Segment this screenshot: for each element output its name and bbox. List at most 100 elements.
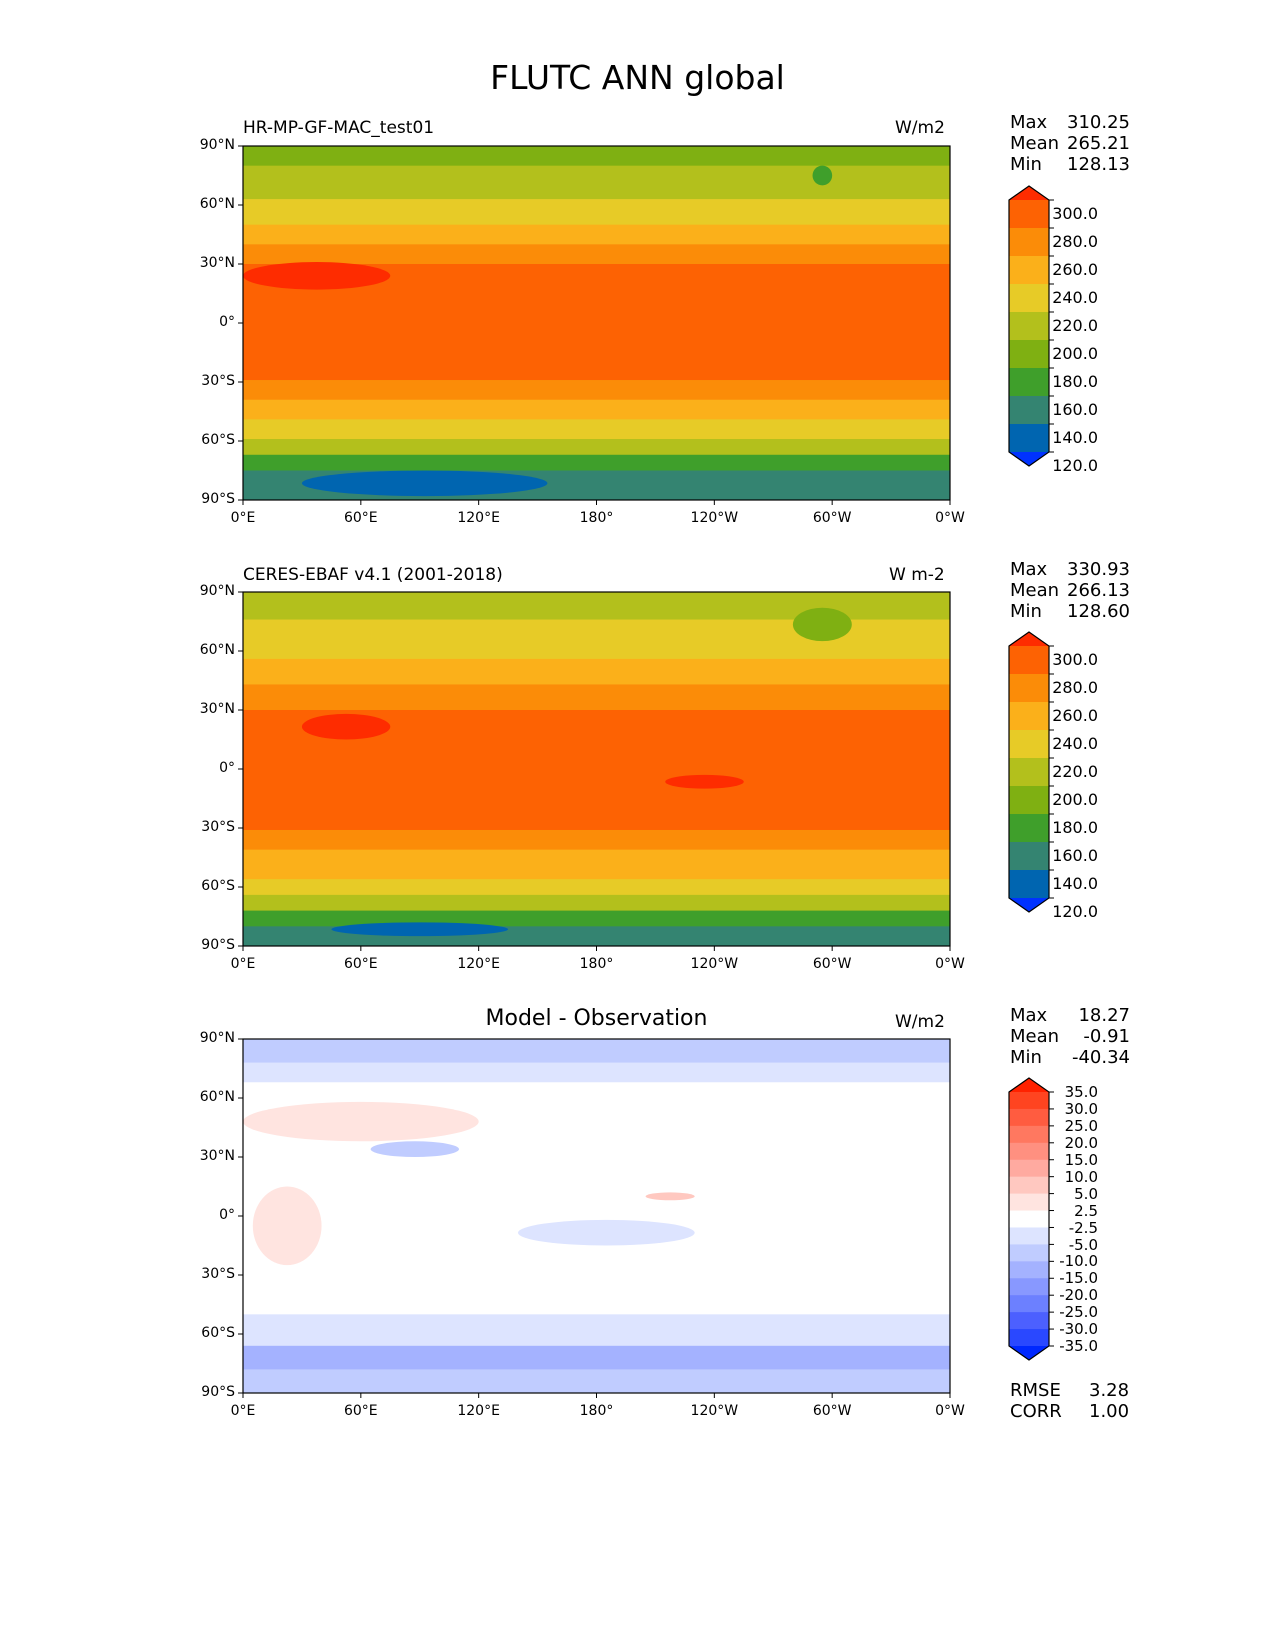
figure-title: FLUTC ANN global <box>490 58 785 97</box>
panel3-units: W/m2 <box>895 1012 945 1032</box>
zonal-band <box>243 1314 950 1331</box>
colorbar-label: -25.0 <box>1059 1303 1098 1322</box>
colorbar-label: 200.0 <box>1052 344 1098 363</box>
xtick-label: 0°W <box>935 510 965 526</box>
colorbar-segment <box>1009 674 1049 703</box>
colorbar-extend-min <box>1009 452 1049 466</box>
colorbar-label: 35.0 <box>1064 1083 1098 1102</box>
zonal-band <box>243 399 950 420</box>
data-patch <box>301 713 391 740</box>
xtick-label: 180° <box>579 510 614 526</box>
zonal-band <box>243 1039 950 1064</box>
stat-value: 330.93 <box>1067 559 1130 580</box>
colorbar-segment <box>1009 1193 1049 1212</box>
xtick-label: 60°W <box>812 956 852 972</box>
colorbar-label: 200.0 <box>1052 790 1098 809</box>
ytick-label: 30°S <box>201 819 235 835</box>
ytick-label: 60°N <box>199 642 235 658</box>
colorbar-label: 120.0 <box>1052 902 1098 921</box>
colorbar-segment <box>1009 870 1049 899</box>
colorbar-label: 140.0 <box>1052 874 1098 893</box>
colorbar-segment <box>1009 200 1049 229</box>
colorbar-label: 220.0 <box>1052 762 1098 781</box>
stat-label: Mean <box>1010 133 1060 154</box>
colorbar-label: 240.0 <box>1052 734 1098 753</box>
xtick-label: 180° <box>579 1403 614 1419</box>
data-patch <box>243 1101 479 1142</box>
zonal-band <box>243 380 950 401</box>
stat-label: Max <box>1010 112 1048 133</box>
xtick-label: 120°E <box>457 1403 500 1419</box>
stat-value: 18.27 <box>1078 1005 1130 1026</box>
colorbar-segment <box>1009 1176 1049 1195</box>
colorbar-segment <box>1009 1312 1049 1330</box>
xtick-label: 0°E <box>230 1403 256 1419</box>
ytick-label: 0° <box>219 1207 235 1223</box>
colorbar-label: 20.0 <box>1064 1133 1098 1152</box>
rmse-label: RMSE <box>1010 1380 1061 1401</box>
colorbar-segment <box>1009 1092 1049 1110</box>
colorbar-segment <box>1009 1261 1049 1279</box>
colorbar-segment <box>1009 1244 1049 1262</box>
ytick-label: 30°S <box>201 1266 235 1282</box>
colorbar-label: 280.0 <box>1052 232 1098 251</box>
ytick-label: 60°S <box>201 432 235 448</box>
ytick-label: 60°S <box>201 878 235 894</box>
colorbar-label: -35.0 <box>1059 1337 1098 1356</box>
panel2-title: CERES-EBAF v4.1 (2001-2018) <box>243 565 503 585</box>
stat-label: Mean <box>1010 580 1060 601</box>
zonal-band <box>243 165 950 200</box>
colorbar-segment <box>1009 284 1049 313</box>
xtick-label: 0°E <box>230 510 256 526</box>
colorbar-label: 10.0 <box>1064 1167 1098 1186</box>
colorbar-segment <box>1009 1278 1049 1296</box>
xtick-label: 0°W <box>935 1403 965 1419</box>
colorbar-segment <box>1009 424 1049 453</box>
colorbar-segment <box>1009 1329 1049 1347</box>
colorbar-segment <box>1009 1108 1049 1127</box>
ytick-label: 60°N <box>199 196 235 212</box>
stat-label: Max <box>1010 559 1048 580</box>
colorbar-extend-max <box>1009 632 1049 646</box>
xtick-label: 180° <box>579 956 614 972</box>
data-patch <box>301 470 548 497</box>
zonal-band <box>243 1369 950 1394</box>
colorbar-segment <box>1009 396 1049 425</box>
colorbar-label: 260.0 <box>1052 260 1098 279</box>
xtick-label: 120°W <box>690 956 739 972</box>
xtick-label: 0°E <box>230 956 256 972</box>
stat-value: 310.25 <box>1067 112 1130 133</box>
zonal-band <box>243 199 950 226</box>
panel1-units: W/m2 <box>895 118 945 138</box>
stat-value: -0.91 <box>1083 1026 1130 1047</box>
colorbar-label: -10.0 <box>1059 1252 1098 1271</box>
ytick-label: 30°N <box>199 255 235 271</box>
colorbar-label: 280.0 <box>1052 678 1098 697</box>
ytick-label: 90°N <box>199 583 235 599</box>
colorbar-segment <box>1009 1159 1049 1178</box>
colorbar-segment <box>1009 814 1049 843</box>
colorbar-segment <box>1009 646 1049 675</box>
colorbar-extend-min <box>1009 1346 1049 1360</box>
zonal-band <box>243 684 950 711</box>
data-patch <box>812 165 833 186</box>
stat-label: Mean <box>1010 1026 1060 1047</box>
xtick-label: 60°W <box>812 1403 852 1419</box>
colorbar-label: -20.0 <box>1059 1286 1098 1305</box>
zonal-band <box>243 454 950 471</box>
ytick-label: 90°S <box>201 491 235 507</box>
map-panel-3 <box>238 1038 951 1398</box>
colorbar-extend-max <box>1009 186 1049 200</box>
map-panel-1 <box>238 145 951 505</box>
ytick-label: 90°N <box>199 137 235 153</box>
colorbar-segment <box>1009 786 1049 815</box>
ytick-label: 60°S <box>201 1325 235 1341</box>
stat-label: Max <box>1010 1005 1048 1026</box>
colorbar-extend-min <box>1009 898 1049 912</box>
colorbar-label: 120.0 <box>1052 456 1098 475</box>
stat-label: Min <box>1010 1047 1042 1068</box>
colorbar-segment <box>1009 1210 1049 1228</box>
xtick-label: 120°E <box>457 510 500 526</box>
xtick-label: 60°E <box>343 510 378 526</box>
colorbar-segment <box>1009 1227 1049 1245</box>
